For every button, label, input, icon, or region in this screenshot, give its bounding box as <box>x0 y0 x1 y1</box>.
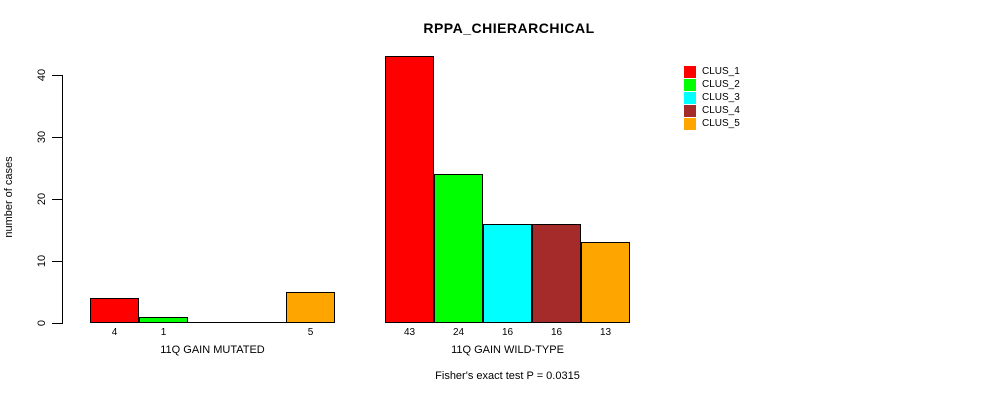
legend-label: CLUS_1 <box>702 66 740 77</box>
bar-value-label: 5 <box>307 327 314 338</box>
y-axis-line <box>62 75 63 324</box>
bar-value-label: 16 <box>550 327 563 338</box>
legend-label: CLUS_3 <box>702 92 740 103</box>
y-tick <box>52 75 62 76</box>
legend-item-clus_5: CLUS_5 <box>684 118 740 130</box>
group-label-wild-type: 11Q GAIN WILD-TYPE <box>451 344 564 356</box>
legend-swatch-clus_2 <box>684 79 696 91</box>
y-tick-label: 0 <box>36 319 48 327</box>
chart-title: RPPA_CHIERARCHICAL <box>423 20 595 36</box>
bar-clus_3-wild-type <box>483 224 532 323</box>
y-tick <box>52 261 62 262</box>
bar-clus_4-zero <box>237 322 286 323</box>
legend-label: CLUS_2 <box>702 79 740 90</box>
y-tick-label: 30 <box>36 130 48 144</box>
bar-clus_2-wild-type <box>434 174 483 323</box>
legend-item-clus_1: CLUS_1 <box>684 66 740 78</box>
y-axis-title: number of cases <box>3 156 15 238</box>
bar-clus_1-mutated <box>90 298 139 323</box>
bar-value-label: 4 <box>111 327 118 338</box>
legend-item-clus_2: CLUS_2 <box>684 79 740 91</box>
bar-clus_5-mutated <box>286 292 335 323</box>
y-tick-label: 10 <box>36 254 48 268</box>
y-tick-label: 40 <box>36 68 48 82</box>
bar-clus_5-wild-type <box>581 242 630 323</box>
y-tick-label: 20 <box>36 192 48 206</box>
legend-swatch-clus_4 <box>684 105 696 117</box>
bar-value-label: 1 <box>160 327 167 338</box>
bar-clus_3-zero <box>188 322 237 323</box>
bar-value-label: 43 <box>403 327 416 338</box>
bar-value-label: 24 <box>452 327 465 338</box>
legend-swatch-clus_1 <box>684 66 696 78</box>
legend-label: CLUS_4 <box>702 105 740 116</box>
legend-label: CLUS_5 <box>702 118 740 129</box>
y-tick <box>52 199 62 200</box>
legend-item-clus_4: CLUS_4 <box>684 105 740 117</box>
bar-value-label: 13 <box>599 327 612 338</box>
bar-clus_1-wild-type <box>385 56 434 323</box>
legend: CLUS_1 CLUS_2 CLUS_3 CLUS_4 CLUS_5 <box>684 66 740 131</box>
bar-clus_4-wild-type <box>532 224 581 323</box>
legend-swatch-clus_5 <box>684 118 696 130</box>
group-label-mutated: 11Q GAIN MUTATED <box>160 344 265 356</box>
bar-clus_2-mutated <box>139 317 188 323</box>
bar-value-label: 16 <box>501 327 514 338</box>
y-tick <box>52 137 62 138</box>
legend-item-clus_3: CLUS_3 <box>684 92 740 104</box>
legend-swatch-clus_3 <box>684 92 696 104</box>
y-tick <box>52 323 62 324</box>
fisher-annotation: Fisher's exact test P = 0.0315 <box>435 370 580 382</box>
